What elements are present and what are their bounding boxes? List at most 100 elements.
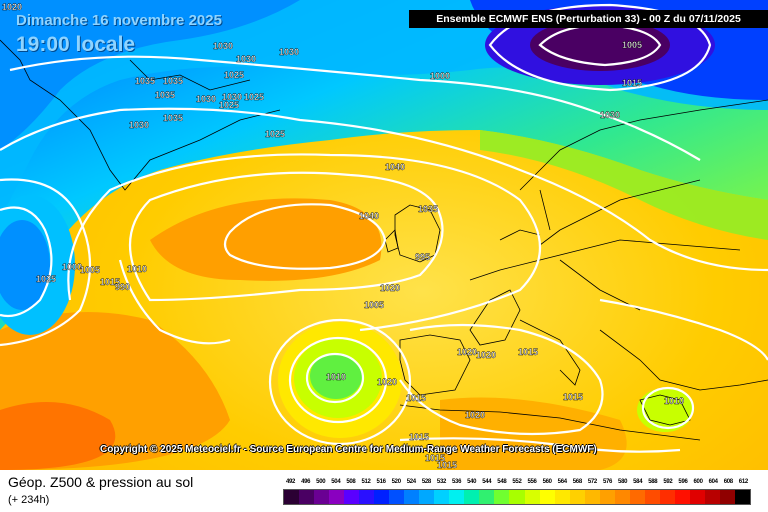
copyright-notice: Copyright © 2025 Meteociel.fr - Source E… [100, 444, 597, 455]
pressure-labels: 1020 1030 1030 1030 1035 1035 1035 1025 … [2, 2, 684, 470]
scale-label: 536 [452, 479, 462, 485]
scale-label: 580 [618, 479, 628, 485]
pressure-label: 1035 [163, 76, 183, 86]
scale-swatch [404, 490, 420, 504]
pressure-label: 1015 [437, 460, 457, 470]
scale-label: 540 [467, 479, 477, 485]
pressure-label: 1010 [127, 264, 147, 274]
scale-label: 496 [301, 479, 311, 485]
iberia-low-core [310, 353, 362, 399]
pressure-label: 1030 [236, 54, 256, 64]
pressure-label: 1015 [563, 392, 583, 402]
scale-label: 608 [723, 479, 733, 485]
pressure-label: 1025 [265, 129, 285, 139]
scale-swatch [629, 490, 645, 504]
pressure-label: 1020 [457, 347, 477, 357]
scale-label: 504 [331, 479, 341, 485]
scale-label: 556 [527, 479, 537, 485]
scale-label: 584 [633, 479, 643, 485]
scale-label: 596 [678, 479, 688, 485]
scale-label: 500 [316, 479, 326, 485]
scale-swatch [464, 490, 480, 504]
chart-parameter-title: Géop. Z500 & pression au sol [8, 474, 194, 490]
isobars [0, 3, 768, 453]
scale-label: 568 [572, 479, 582, 485]
scale-swatch [494, 490, 510, 504]
scale-label: 532 [436, 479, 447, 485]
model-run-banner: Ensemble ECMWF ENS (Perturbation 33) - 0… [409, 10, 768, 28]
scale-label: 520 [391, 479, 401, 485]
pressure-label: 1010 [664, 396, 684, 406]
scale-swatch [329, 490, 345, 504]
pressure-label: 1000 [430, 71, 450, 81]
scale-label: 552 [512, 479, 522, 485]
pressure-label: 1035 [135, 76, 155, 86]
pressure-label: 1025 [244, 92, 264, 102]
scale-label: 588 [648, 479, 658, 485]
scale-swatch [314, 490, 330, 504]
west-low-core [0, 220, 50, 310]
scale-swatch [389, 490, 405, 504]
scale-swatch [509, 490, 525, 504]
pressure-label: 1005 [364, 300, 384, 310]
pressure-label: 1040 [359, 211, 379, 221]
forecast-lead-time: (+ 234h) [8, 494, 50, 506]
scale-swatch [284, 490, 300, 504]
scale-label: 524 [406, 479, 416, 485]
scale-label: 604 [708, 479, 718, 485]
pressure-label: 995 [415, 252, 430, 262]
color-scale-labels: 492 496 500 504 508 512 516 520 524 528 532 536 540 5… [283, 479, 751, 489]
scale-swatch [419, 490, 435, 504]
pressure-label: 1030 [600, 110, 620, 120]
pressure-label: 1015 [409, 432, 429, 442]
pressure-label: 1025 [36, 274, 56, 284]
color-scale-bar [283, 489, 751, 505]
scale-label: 528 [421, 479, 431, 485]
scale-swatch [659, 490, 675, 504]
scale-label: 508 [346, 479, 356, 485]
scale-label: 572 [587, 479, 597, 485]
forecast-time: 19:00 locale [16, 33, 136, 56]
southwest-warm-core [0, 402, 116, 470]
scale-swatch [359, 490, 375, 504]
scale-swatch [674, 490, 690, 504]
scale-label: 564 [557, 479, 567, 485]
pressure-label: 1005 [80, 265, 100, 275]
pressure-label: 1030 [279, 47, 299, 57]
scale-swatch [479, 490, 495, 504]
forecast-date: Dimanche 16 novembre 2025 [16, 12, 222, 29]
scale-swatch [644, 490, 660, 504]
ridge-core [150, 198, 382, 281]
pressure-label: 1030 [196, 94, 216, 104]
scale-swatch [554, 490, 570, 504]
scale-swatch [599, 490, 615, 504]
scale-swatch [374, 490, 390, 504]
pressure-label: 1020 [476, 350, 496, 360]
forecast-map: 1020 1030 1030 1030 1035 1035 1035 1025 … [0, 0, 768, 470]
scale-swatch [344, 490, 360, 504]
scale-label: 612 [738, 479, 748, 485]
scale-label: 492 [285, 479, 296, 485]
pressure-label: 1000 [62, 262, 82, 272]
scale-swatch [734, 490, 750, 504]
pressure-label: 1025 [219, 100, 239, 110]
pressure-label: 1020 [465, 410, 485, 420]
scale-swatch [524, 490, 540, 504]
scale-label: 560 [542, 479, 552, 485]
scale-swatch [299, 490, 315, 504]
scale-label: 516 [376, 479, 386, 485]
scale-swatch [704, 490, 720, 504]
scale-label: 512 [361, 479, 371, 485]
scale-label: 544 [482, 479, 492, 485]
pressure-label: 1035 [163, 113, 183, 123]
map-canvas: 1020 1030 1030 1030 1035 1035 1035 1025 … [0, 0, 768, 470]
scale-label: 576 [602, 479, 613, 485]
scale-swatch [449, 490, 465, 504]
pressure-label: 1015 [518, 347, 538, 357]
pressure-label: 1030 [129, 120, 149, 130]
pressure-label: 1040 [385, 162, 405, 172]
scale-swatch [719, 490, 735, 504]
pressure-label: 1020 [2, 2, 22, 12]
scale-label: 592 [663, 479, 673, 485]
pressure-label: 1015 [622, 78, 642, 88]
